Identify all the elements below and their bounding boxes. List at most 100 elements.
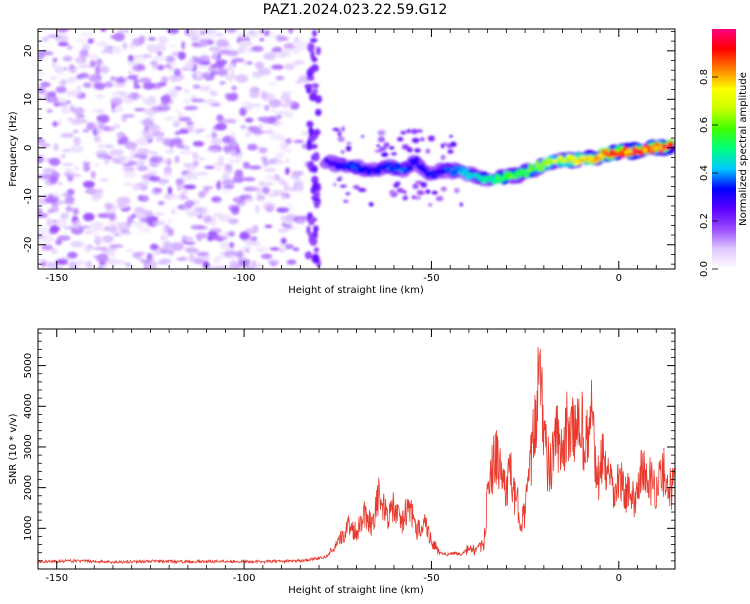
noise-blob xyxy=(70,241,84,248)
noise-blob xyxy=(93,247,107,251)
noise-blob xyxy=(211,196,222,203)
noise-blob xyxy=(157,36,169,45)
noise-blob xyxy=(226,29,237,34)
noise-blob xyxy=(165,149,175,154)
noise-blob xyxy=(275,152,285,158)
spectrogram-y-tick-label: 20 xyxy=(23,44,34,57)
noise-blob xyxy=(227,158,242,164)
noise-blob xyxy=(38,70,46,77)
ridge-core xyxy=(519,173,524,177)
noise-blob xyxy=(286,259,297,265)
noise-blob xyxy=(89,60,96,68)
noise-blob xyxy=(111,45,122,55)
noise-blob xyxy=(93,73,102,79)
noise-blob xyxy=(128,43,136,49)
ridge-lobe xyxy=(411,137,420,144)
noise-blob xyxy=(235,147,241,154)
noise-blob xyxy=(57,119,62,127)
noise-blob xyxy=(110,35,116,39)
ridge-lobe xyxy=(393,183,400,188)
noise-blob xyxy=(177,204,185,210)
noise-blob xyxy=(79,32,93,38)
noise-blob xyxy=(195,70,202,79)
noise-blob xyxy=(60,133,75,138)
noise-blob xyxy=(165,55,176,63)
noise-blob xyxy=(184,241,196,245)
snr-ticks: -150 -100 -50 0 1000 2000 3000 4000 5000 xyxy=(23,329,676,584)
noise-blob xyxy=(66,188,75,196)
noise-blob xyxy=(91,194,101,202)
noise-blob xyxy=(274,120,284,126)
ridge-lobe xyxy=(435,195,444,202)
ridge-blob xyxy=(658,148,665,154)
noise-blob xyxy=(113,123,120,129)
noise-blob xyxy=(313,201,320,209)
noise-blob xyxy=(94,162,100,168)
noise-blob xyxy=(90,170,96,179)
ridge-lobe xyxy=(453,187,460,194)
noise-blob xyxy=(249,187,261,191)
noise-blob xyxy=(44,196,59,204)
ridge-lobe xyxy=(440,155,446,160)
ridge-lobe xyxy=(415,180,423,184)
noise-blob xyxy=(199,38,208,48)
noise-blob xyxy=(164,63,172,69)
noise-blob xyxy=(169,90,178,99)
noise-blob xyxy=(270,48,283,53)
spectrogram-x-tick-label: -150 xyxy=(45,273,68,284)
noise-blob xyxy=(57,42,69,47)
noise-blob xyxy=(260,253,273,260)
ridge-blob xyxy=(386,161,393,167)
noise-blob xyxy=(246,265,253,269)
noise-blob xyxy=(167,249,175,256)
noise-blob xyxy=(60,212,69,220)
ridge-lobe xyxy=(420,181,428,188)
noise-blob xyxy=(292,40,307,49)
noise-blob xyxy=(222,179,235,187)
noise-blob xyxy=(304,251,313,260)
noise-blob xyxy=(167,227,174,237)
spectrogram-y-tick-label: -20 xyxy=(23,237,34,253)
noise-blob xyxy=(269,247,280,251)
noise-blob xyxy=(284,63,295,71)
noise-blob xyxy=(163,166,173,173)
noise-blob xyxy=(105,258,120,266)
noise-blob xyxy=(56,29,69,33)
noise-blob xyxy=(54,65,64,74)
ridge-blob xyxy=(350,161,357,166)
noise-blob xyxy=(128,70,133,75)
noise-blob xyxy=(138,226,152,233)
noise-blob xyxy=(205,32,218,39)
noise-blob xyxy=(133,78,139,86)
noise-blob xyxy=(133,55,141,59)
noise-blob xyxy=(312,83,317,88)
noise-blob xyxy=(62,55,73,62)
noise-blob xyxy=(123,171,137,179)
noise-blob xyxy=(295,80,302,84)
noise-blob xyxy=(49,175,59,185)
noise-blob xyxy=(79,49,89,58)
noise-blob xyxy=(245,131,251,138)
noise-blob xyxy=(85,188,97,195)
noise-blob xyxy=(110,76,116,82)
noise-blob xyxy=(83,164,91,172)
noise-blob xyxy=(278,178,287,186)
noise-blob xyxy=(160,76,169,84)
ridge-lobe xyxy=(345,192,351,196)
ridge-blob xyxy=(366,170,373,176)
noise-blob xyxy=(177,51,186,60)
noise-blob xyxy=(181,41,186,50)
noise-blob xyxy=(313,225,319,233)
noise-blob xyxy=(157,260,166,265)
noise-blob xyxy=(226,77,236,82)
noise-blob xyxy=(192,160,199,167)
noise-blob xyxy=(127,75,137,80)
noise-blob xyxy=(284,157,291,164)
noise-blob xyxy=(287,203,293,211)
noise-blob xyxy=(157,200,165,206)
noise-blob xyxy=(269,98,282,108)
noise-blob xyxy=(300,131,311,136)
noise-blob xyxy=(260,90,267,100)
noise-blob xyxy=(133,108,146,112)
